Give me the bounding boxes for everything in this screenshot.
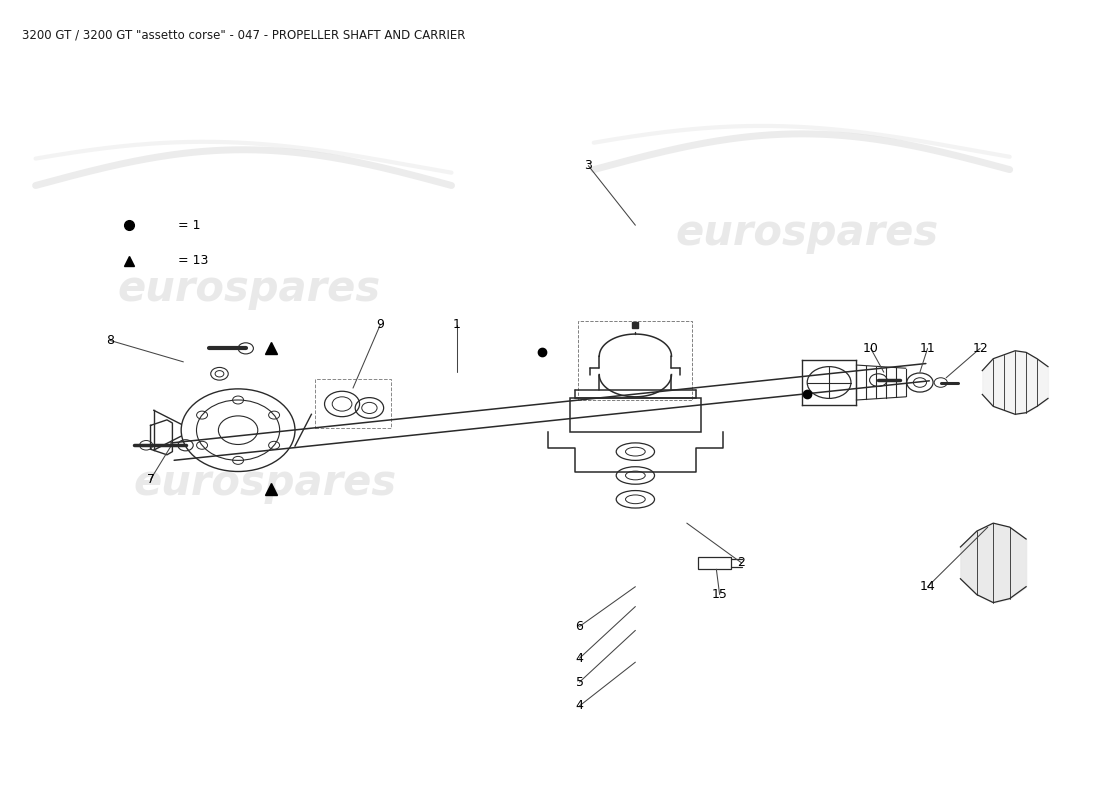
Text: 4: 4 (575, 652, 583, 665)
Bar (570, 398, 701, 432)
Bar (697, 557, 730, 570)
Text: 6: 6 (575, 620, 583, 633)
Text: eurospares: eurospares (134, 462, 397, 505)
Bar (579, 321, 692, 400)
Text: 3: 3 (584, 159, 592, 172)
Text: 2: 2 (738, 556, 746, 570)
Bar (315, 378, 392, 428)
Text: 11: 11 (920, 342, 935, 355)
Text: 3200 GT / 3200 GT "assetto corse" - 047 - PROPELLER SHAFT AND CARRIER: 3200 GT / 3200 GT "assetto corse" - 047 … (22, 28, 466, 41)
Text: 15: 15 (712, 588, 727, 601)
Text: 4: 4 (575, 699, 583, 712)
Text: 10: 10 (862, 342, 879, 355)
Text: = 13: = 13 (178, 254, 208, 267)
Text: 8: 8 (106, 334, 114, 347)
Text: 5: 5 (575, 675, 584, 689)
Text: 14: 14 (920, 580, 935, 593)
Text: 9: 9 (376, 318, 384, 331)
Text: eurospares: eurospares (118, 268, 381, 310)
Text: = 1: = 1 (178, 218, 200, 232)
Text: 12: 12 (972, 342, 988, 355)
Text: 7: 7 (146, 473, 154, 486)
Text: eurospares: eurospares (675, 212, 938, 254)
Text: 1: 1 (453, 318, 461, 331)
